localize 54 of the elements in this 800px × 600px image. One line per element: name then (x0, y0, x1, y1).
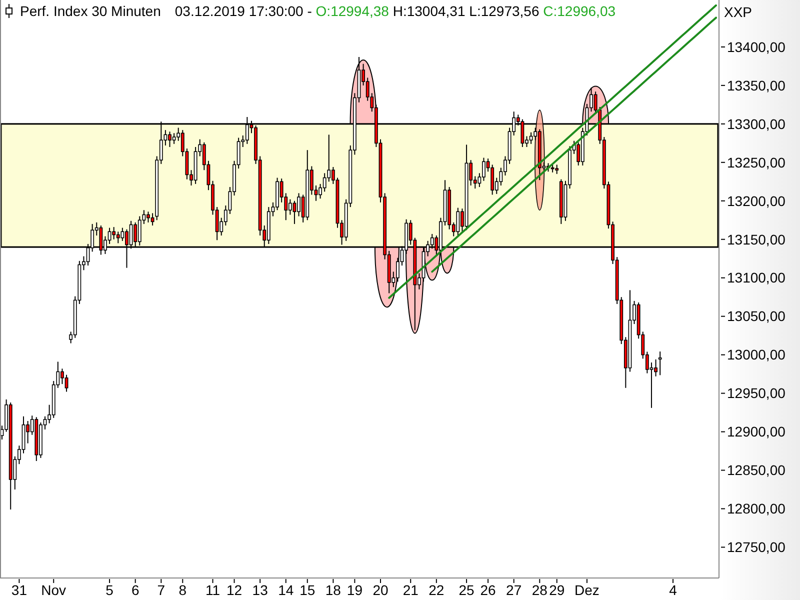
y-tick-label: 13400,00 (727, 38, 786, 55)
x-tick-label: Dez (574, 582, 600, 598)
candlestick (288, 198, 292, 216)
y-tick-label: 13000,00 (727, 346, 786, 363)
x-tick-label: 25 (458, 582, 475, 598)
candlestick (322, 172, 326, 192)
x-tick-label: 15 (300, 582, 316, 598)
x-tick-label: 26 (480, 582, 496, 598)
x-tick-label: 27 (506, 582, 522, 598)
candlestick (658, 350, 662, 376)
x-tick-label: 19 (346, 582, 363, 598)
x-tick-label: 12 (226, 582, 242, 598)
candlestick (555, 164, 559, 174)
y-tick-label: 13300,00 (727, 116, 786, 132)
x-tick-label: 11 (205, 582, 220, 598)
x-tick-label: 18 (325, 582, 342, 598)
candlestick (456, 207, 460, 236)
x-tick-label: 5 (106, 582, 114, 598)
candlestick (112, 226, 116, 240)
x-tick-label: 13 (252, 582, 268, 598)
x-tick-label: 7 (157, 582, 166, 598)
y-tick-label: 12850,00 (727, 462, 786, 478)
y-tick-label: 13250,00 (727, 154, 786, 170)
chart-subtitle: 03.12.2019 17:30:00 - O:12994,38 H:13004,31 L:12973,56 C:12996,03 (174, 3, 616, 19)
x-tick-label: 22 (428, 582, 444, 598)
x-tick-label: 14 (278, 582, 294, 598)
line-series (388, 4, 717, 299)
candlestick (120, 227, 124, 242)
candlestick (116, 231, 120, 244)
candlestick (172, 132, 176, 144)
y-tick-label: 12750,00 (727, 539, 786, 556)
candlestick (490, 164, 494, 196)
x-tick-label: 28 (532, 582, 548, 598)
candlestick (64, 374, 68, 392)
y-tick-label: 13050,00 (727, 308, 786, 324)
x-tick-label: 29 (549, 582, 565, 598)
x-tick-label: 8 (178, 582, 187, 598)
y-tick-label: 13150,00 (727, 231, 786, 248)
y-tick-label: 12950,00 (727, 385, 786, 402)
candlestick (594, 91, 598, 114)
x-tick-label: 21 (402, 582, 419, 598)
x-tick-label: 20 (372, 582, 389, 598)
y-tick-label: 12800,00 (727, 500, 786, 517)
x-tick-label: 6 (131, 582, 140, 598)
x-tick-label: Nov (41, 582, 66, 598)
chart-title: Perf. Index 30 Minuten (20, 3, 161, 19)
text: XXP (724, 4, 752, 20)
y-tick-label: 12900,00 (727, 424, 786, 440)
y-tick-label: 13350,00 (727, 77, 786, 94)
candlestick (654, 358, 658, 377)
x-tick-label: 4 (669, 582, 678, 598)
x-tick-label: 31 (11, 582, 28, 598)
y-tick-label: 13200,00 (727, 192, 786, 209)
y-tick-label: 13100,00 (727, 270, 786, 286)
